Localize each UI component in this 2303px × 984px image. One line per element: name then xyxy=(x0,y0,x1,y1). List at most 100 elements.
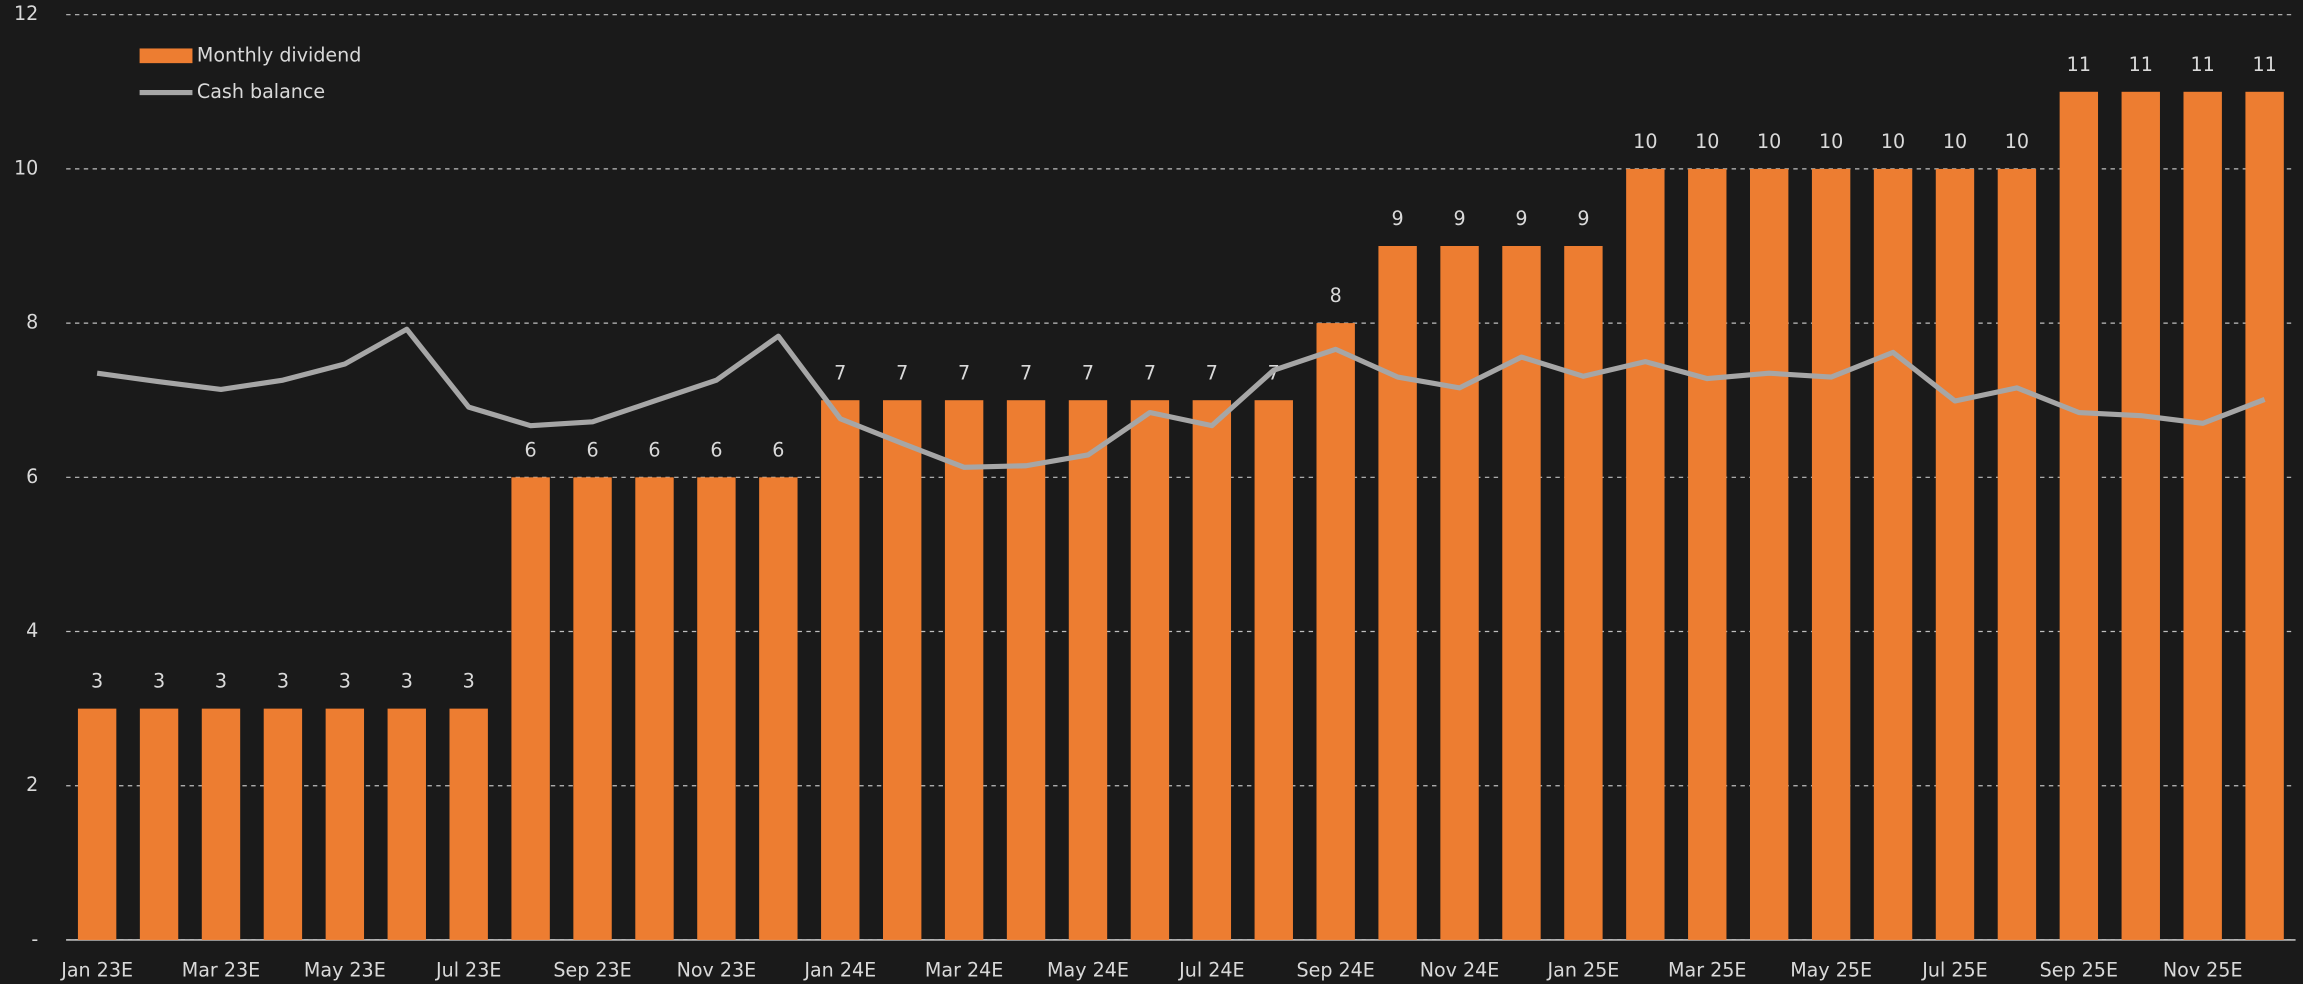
data-label: 10 xyxy=(1633,130,1657,153)
data-label: 7 xyxy=(1082,361,1094,384)
x-tick-label: Sep 24E xyxy=(1297,958,1375,981)
bar xyxy=(1935,168,1975,940)
bar xyxy=(1749,168,1789,940)
data-label: 9 xyxy=(1453,207,1465,230)
bar xyxy=(2121,91,2160,940)
x-tick-label: Mar 24E xyxy=(925,958,1003,981)
x-tick-label: Sep 25E xyxy=(2040,958,2118,981)
bar xyxy=(882,400,922,940)
data-label: 9 xyxy=(1515,207,1527,230)
data-label: 3 xyxy=(401,670,413,693)
y-tick-label: 10 xyxy=(14,156,38,179)
data-label: 11 xyxy=(2252,53,2276,76)
bar xyxy=(1316,323,1355,940)
x-tick-label: May 23E xyxy=(304,958,386,981)
bar xyxy=(1564,246,1603,940)
bar xyxy=(1997,168,2037,940)
bar xyxy=(511,477,550,940)
x-tick-label: Nov 23E xyxy=(677,958,757,981)
y-tick-label: 4 xyxy=(26,619,38,642)
x-tick-label: May 24E xyxy=(1047,958,1129,981)
bar xyxy=(1254,400,1293,940)
x-tick-label: Jan 24E xyxy=(803,958,876,981)
bar xyxy=(139,708,179,940)
legend-swatch xyxy=(139,48,193,64)
bar xyxy=(1626,168,1665,940)
data-label: 7 xyxy=(958,361,970,384)
bar xyxy=(1378,246,1417,940)
data-label: 10 xyxy=(1819,130,1843,153)
bar xyxy=(263,708,303,940)
y-tick-label: - xyxy=(31,927,38,950)
bar xyxy=(201,708,241,940)
bar xyxy=(2059,91,2099,940)
data-label: 7 xyxy=(1020,361,1032,384)
data-label: 10 xyxy=(1881,130,1905,153)
y-tick-label: 12 xyxy=(14,2,38,25)
data-label: 3 xyxy=(339,670,351,693)
bar xyxy=(1811,168,1851,940)
y-tick-label: 2 xyxy=(26,773,38,796)
data-label: 11 xyxy=(2067,53,2091,76)
data-label: 10 xyxy=(1757,130,1781,153)
data-label: 7 xyxy=(1206,361,1218,384)
data-label: 6 xyxy=(648,438,660,461)
data-label: 7 xyxy=(834,361,846,384)
y-tick-label: 8 xyxy=(26,311,38,334)
x-tick-label: Nov 24E xyxy=(1420,958,1500,981)
data-label: 3 xyxy=(153,670,165,693)
bar xyxy=(1873,168,1913,940)
x-tick-label: Jan 23E xyxy=(60,958,133,981)
bar xyxy=(697,477,736,940)
data-label: 6 xyxy=(586,438,598,461)
bar xyxy=(1068,400,1108,940)
data-label: 3 xyxy=(91,670,103,693)
bar xyxy=(449,708,488,940)
bar xyxy=(635,477,674,940)
bar xyxy=(1130,400,1170,940)
bar xyxy=(1502,246,1541,940)
bar xyxy=(2183,91,2222,940)
bar xyxy=(821,400,860,940)
data-label: 3 xyxy=(215,670,227,693)
data-label: 6 xyxy=(772,438,784,461)
bar xyxy=(944,400,984,940)
data-label: 7 xyxy=(896,361,908,384)
x-tick-label: May 25E xyxy=(1790,958,1872,981)
data-label: 10 xyxy=(2005,130,2029,153)
line xyxy=(96,326,2266,470)
bar xyxy=(77,708,117,940)
x-tick-label: Jul 23E xyxy=(435,958,501,981)
data-label: 10 xyxy=(1695,130,1719,153)
data-label: 7 xyxy=(1144,361,1156,384)
data-label: 3 xyxy=(277,670,289,693)
bar xyxy=(1006,400,1046,940)
bar xyxy=(2245,91,2284,940)
data-label: 6 xyxy=(710,438,722,461)
bar xyxy=(573,477,612,940)
x-tick-label: Jul 24E xyxy=(1178,958,1244,981)
bar xyxy=(325,708,365,940)
bar xyxy=(1440,246,1479,940)
data-label: 10 xyxy=(1943,130,1967,153)
data-label: 9 xyxy=(1577,207,1589,230)
legend-label: Cash balance xyxy=(197,80,325,103)
legend-label: Monthly dividend xyxy=(197,43,362,66)
x-tick-label: Jul 25E xyxy=(1921,958,1987,981)
x-tick-label: Sep 23E xyxy=(553,958,631,981)
data-label: 3 xyxy=(463,670,475,693)
x-tick-label: Mar 25E xyxy=(1668,958,1746,981)
data-label: 11 xyxy=(2191,53,2215,76)
x-tick-label: Jan 25E xyxy=(1547,958,1620,981)
x-tick-label: Nov 25E xyxy=(2163,958,2243,981)
y-tick-label: 6 xyxy=(26,465,38,488)
bar xyxy=(1688,168,1727,940)
bar xyxy=(387,708,426,940)
data-label: 9 xyxy=(1392,207,1404,230)
data-label: 11 xyxy=(2129,53,2153,76)
bar xyxy=(1192,400,1232,940)
data-label: 8 xyxy=(1330,284,1342,307)
x-tick-label: Mar 23E xyxy=(182,958,260,981)
bar xyxy=(759,477,798,940)
